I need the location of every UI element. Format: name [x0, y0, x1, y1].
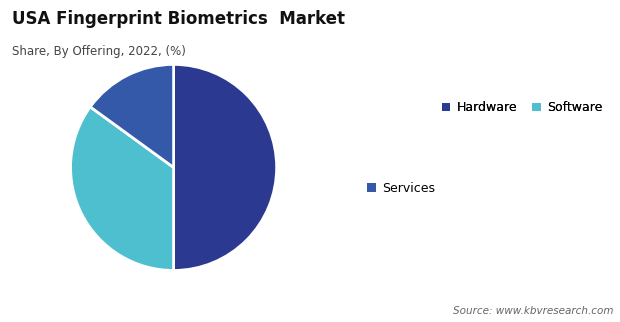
Text: Source: www.kbvresearch.com: Source: www.kbvresearch.com: [453, 306, 614, 316]
Text: Share, By Offering, 2022, (%): Share, By Offering, 2022, (%): [12, 45, 186, 58]
Wedge shape: [71, 107, 174, 270]
Wedge shape: [91, 64, 174, 167]
Text: USA Fingerprint Biometrics  Market: USA Fingerprint Biometrics Market: [12, 10, 345, 28]
Legend: Services: Services: [362, 177, 440, 200]
Legend: Hardware, Software: Hardware, Software: [436, 96, 608, 119]
Wedge shape: [174, 64, 277, 270]
